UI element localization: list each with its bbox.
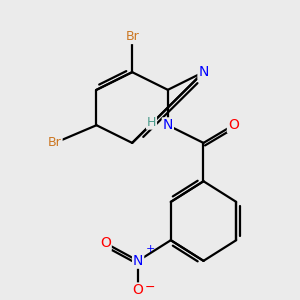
Text: Br: Br — [125, 30, 139, 43]
Text: N: N — [198, 65, 209, 79]
Text: +: + — [145, 244, 155, 254]
Text: N: N — [133, 254, 143, 268]
Text: O: O — [228, 118, 239, 132]
Text: N: N — [163, 118, 173, 132]
Text: −: − — [145, 281, 155, 294]
Text: H: H — [147, 116, 156, 129]
Text: Br: Br — [48, 136, 62, 149]
Text: O: O — [133, 283, 143, 297]
Text: O: O — [100, 236, 111, 250]
